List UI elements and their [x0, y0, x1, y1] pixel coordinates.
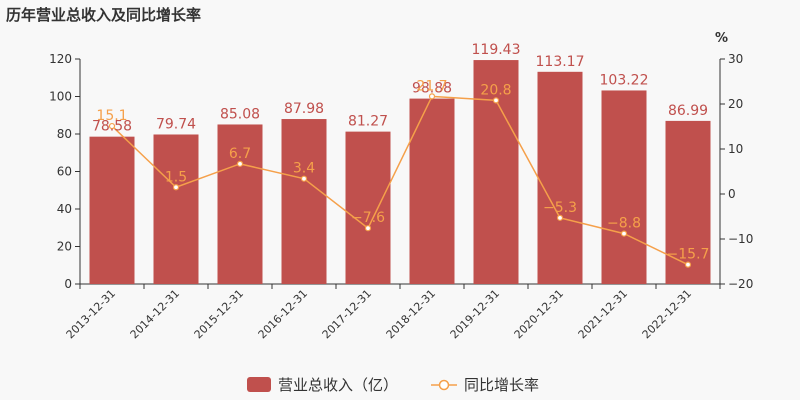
- legend-marker: [438, 379, 450, 391]
- y-right-tick-label: −20: [728, 277, 753, 291]
- x-tick-label: 2013-12-31: [64, 287, 118, 341]
- bar-series: [89, 60, 711, 285]
- bar: [217, 124, 263, 284]
- bar-label: 119.43: [472, 42, 521, 58]
- bar: [537, 71, 583, 285]
- line-label: 20.8: [480, 82, 511, 98]
- growth-line: [111, 95, 689, 266]
- y-left-tick-label: 60: [57, 165, 72, 179]
- y-right-tick-label: 20: [728, 97, 743, 111]
- line-label: −8.8: [607, 216, 641, 232]
- x-tick-label: 2015-12-31: [192, 287, 246, 341]
- y-left-tick-label: 100: [49, 90, 72, 104]
- bar: [601, 90, 647, 285]
- x-tick-label: 2018-12-31: [384, 287, 438, 341]
- x-tick-label: 2019-12-31: [448, 287, 502, 341]
- bar-label: 79.74: [156, 116, 196, 132]
- legend-label-bar: 营业总收入（亿）: [278, 376, 398, 394]
- bar-label: 86.99: [668, 103, 708, 119]
- bar-label: 98.88: [412, 81, 452, 97]
- x-tick-label: 2020-12-31: [512, 287, 566, 341]
- line-point: [172, 184, 180, 191]
- bar-label: 85.08: [220, 106, 260, 122]
- x-tick-label: 2014-12-31: [128, 287, 182, 341]
- line-point: [236, 160, 244, 167]
- line-series: [108, 93, 692, 268]
- legend-label-line: 同比增长率: [464, 376, 539, 394]
- line-label: −15.7: [667, 247, 710, 263]
- bar-label: 103.22: [600, 72, 649, 88]
- x-tick-label: 2022-12-31: [640, 287, 694, 341]
- bar: [345, 131, 391, 284]
- legend: 营业总收入（亿） 同比增长率: [247, 376, 539, 394]
- x-tick-label: 2017-12-31: [320, 287, 374, 341]
- y-left-tick-label: 120: [49, 52, 72, 66]
- line-label: −7.6: [351, 210, 385, 226]
- line-point: [684, 261, 692, 268]
- y-left-tick-label: 40: [57, 202, 72, 216]
- line-point: [300, 175, 308, 182]
- bar-label: 113.17: [536, 54, 585, 70]
- line-label: 21.7: [416, 78, 447, 94]
- y-right-tick-label: 0: [728, 187, 736, 201]
- bar: [409, 98, 455, 284]
- legend-swatch-bar: [247, 377, 271, 392]
- line-label: 1.5: [165, 169, 187, 185]
- x-tick-label: 2021-12-31: [576, 287, 630, 341]
- line-point: [492, 97, 500, 104]
- line-label: 6.7: [229, 146, 251, 162]
- y-right-tick-label: 10: [728, 142, 743, 156]
- bar-label: 87.98: [284, 101, 324, 117]
- line-label: −5.3: [543, 200, 577, 216]
- line-label: 3.4: [293, 161, 315, 177]
- bar: [281, 119, 327, 284]
- y-left-tick-label: 0: [64, 277, 72, 291]
- bar: [89, 136, 135, 284]
- y-right-unit: %: [715, 31, 728, 46]
- chart-title: 历年营业总收入及同比增长率: [6, 6, 201, 24]
- line-point: [620, 230, 628, 237]
- line-point: [428, 93, 436, 100]
- data-labels: 78.58 79.74 85.08 87.98 81.27 98.88 119.43 113.…: [92, 42, 710, 263]
- bar-label: 81.27: [348, 114, 388, 130]
- y-left-tick-label: 80: [57, 127, 72, 141]
- line-point: [364, 225, 372, 232]
- line-point: [556, 214, 564, 221]
- line-point: [108, 122, 116, 130]
- y-right-tick-label: −10: [728, 232, 753, 246]
- x-tick-label: 2016-12-31: [256, 287, 310, 341]
- bar-label: 78.58: [92, 119, 132, 135]
- y-left-tick-label: 20: [57, 240, 72, 254]
- bar: [153, 134, 199, 284]
- y-right-tick-label: 30: [728, 52, 743, 66]
- line-label: 15.1: [96, 108, 127, 124]
